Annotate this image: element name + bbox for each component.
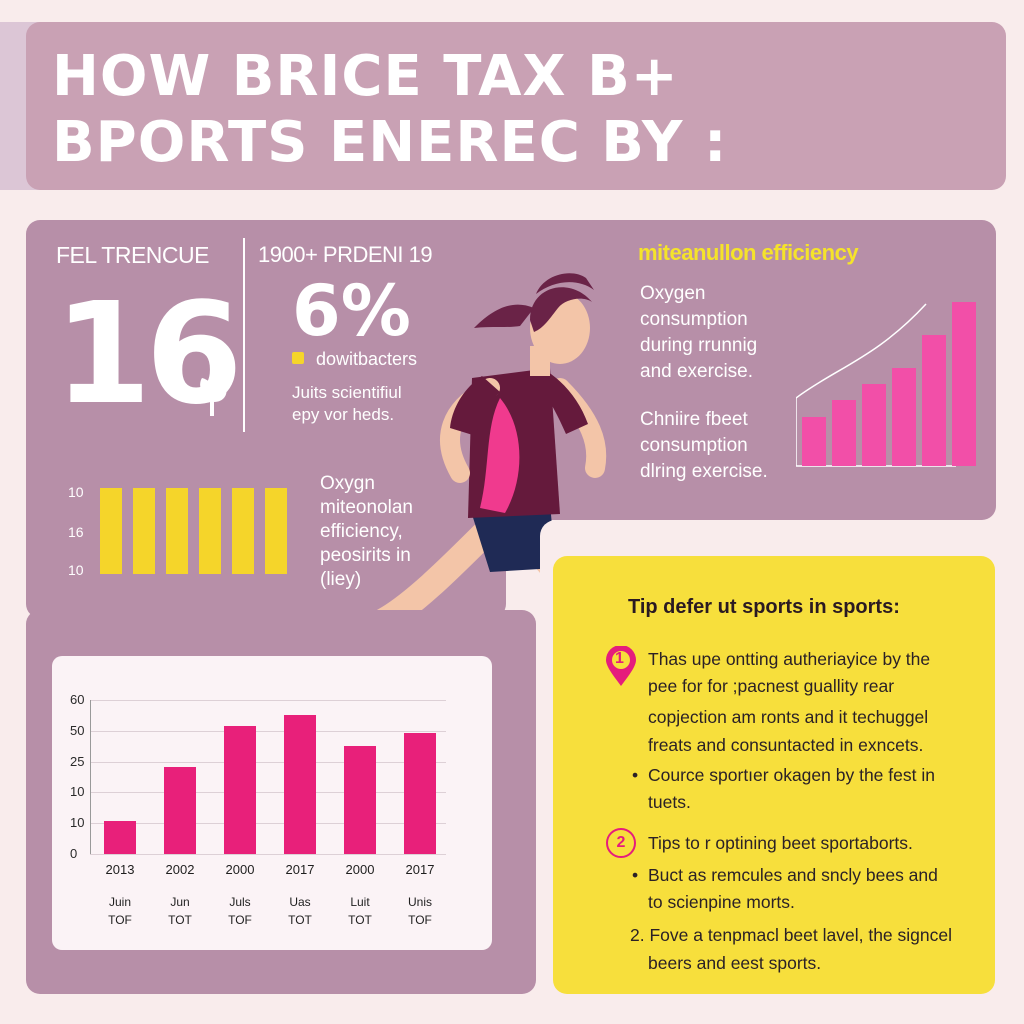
tip-bullet2-line1: Buct as remcules and sncly bees and bbox=[648, 865, 938, 885]
tip-item1-line2: pee for for ;pacnest guallity rear bbox=[648, 676, 895, 696]
tip-item1-line3: copjection am ronts and it techuggel bbox=[648, 707, 929, 727]
title-banner bbox=[26, 22, 1006, 190]
eff-text-7: dlring exercise. bbox=[640, 461, 768, 482]
tip-bullet2-dot: • bbox=[632, 865, 639, 885]
x-sublabel: Juls bbox=[229, 895, 251, 909]
tip-item1-line1: Thas upe ontting autheriayice by the bbox=[648, 649, 931, 669]
stat-note-1: Juits scientifiul bbox=[292, 383, 402, 402]
eff-text-2: consumption bbox=[640, 309, 748, 330]
badge-2: 2 bbox=[606, 828, 636, 858]
x-tick-label: 2002 bbox=[165, 862, 195, 877]
yellow-bar bbox=[232, 488, 254, 574]
efficiency-bar bbox=[832, 400, 856, 466]
eff-text-6: consumption bbox=[640, 435, 748, 456]
title-line-2: BPORTS ENEREC BY : bbox=[52, 110, 728, 175]
stat-divider bbox=[243, 238, 245, 432]
efficiency-bar bbox=[922, 334, 946, 466]
x-tick-label: 2013 bbox=[105, 862, 135, 877]
yellow-bar bbox=[199, 488, 221, 574]
gridline bbox=[90, 700, 446, 701]
tip-item2: Tips to r optining beet sportaborts. bbox=[648, 833, 913, 853]
eff-text-3: during rrunnig bbox=[640, 335, 758, 356]
eff-text-1: Oxygen bbox=[640, 283, 706, 304]
eff-text-5: Chniire fbeet bbox=[640, 409, 748, 430]
yellow-note-5: (liey) bbox=[320, 569, 362, 590]
tips-heading: Tip defer ut sports in sports: bbox=[628, 596, 900, 618]
yellow-bar bbox=[166, 488, 188, 574]
x-tick-label: 2000 bbox=[345, 862, 375, 877]
efficiency-bar bbox=[892, 367, 916, 466]
gridline bbox=[90, 823, 446, 825]
gridline bbox=[90, 792, 446, 794]
x-sublabel: TOF bbox=[408, 913, 432, 927]
gridline bbox=[90, 761, 446, 763]
tip-item3-line1: 2. Fove a tenpmacl beet lavel, the signc… bbox=[630, 925, 952, 945]
tips-panel bbox=[553, 556, 995, 994]
bar bbox=[224, 725, 256, 854]
yellow-bar bbox=[265, 488, 287, 574]
x-sublabel: TOF bbox=[228, 913, 252, 927]
x-sublabel: TOT bbox=[168, 913, 192, 927]
tip-bullet1-line2: tuets. bbox=[648, 792, 691, 812]
leaf-icon bbox=[200, 378, 227, 416]
eff-text-4: and exercise. bbox=[640, 361, 754, 382]
yellow-note-3: efficiency, bbox=[320, 521, 403, 542]
yellow-note-2: miteonolan bbox=[320, 497, 413, 518]
yellow-tick-3: 10 bbox=[68, 562, 84, 578]
x-tick-label: 2017 bbox=[285, 862, 315, 877]
efficiency-bar bbox=[802, 416, 826, 466]
yellow-bar bbox=[100, 488, 122, 574]
yellow-tick-1: 10 bbox=[68, 484, 84, 500]
badge-1-text: 1 bbox=[615, 650, 624, 667]
y-tick-label: 10 bbox=[70, 815, 85, 831]
title-line-1: HOW BRICE TAX B+ bbox=[52, 44, 679, 109]
x-sublabel: TOT bbox=[288, 913, 312, 927]
tip-bullet1-dot: • bbox=[632, 765, 639, 785]
y-tick-label: 60 bbox=[70, 692, 85, 707]
bar bbox=[404, 733, 436, 854]
bar bbox=[164, 766, 196, 854]
efficiency-heading: miteanullon efficiency bbox=[638, 240, 859, 265]
x-sublabel: Jun bbox=[170, 895, 190, 909]
efficiency-curve bbox=[796, 303, 956, 467]
y-tick-label: 0 bbox=[70, 846, 78, 861]
x-sublabel: Luit bbox=[350, 895, 370, 909]
x-sublabel: Unis bbox=[407, 895, 432, 909]
x-sublabel: Uas bbox=[289, 895, 311, 909]
tip-bullet1-line1: Cource sportıer okagen by the fest in bbox=[648, 765, 935, 785]
bar bbox=[344, 746, 376, 854]
x-tick-label: 2017 bbox=[405, 862, 435, 877]
efficiency-bar bbox=[862, 384, 886, 466]
yellow-note-4: peosirits in bbox=[320, 545, 411, 566]
percent-label: 1900+ PRDENI 19 bbox=[258, 242, 433, 267]
legend-swatch bbox=[292, 352, 304, 364]
bar bbox=[284, 715, 316, 854]
efficiency-bar bbox=[952, 302, 976, 466]
y-tick-label: 10 bbox=[70, 784, 85, 800]
y-tick-label: 25 bbox=[70, 753, 85, 769]
gridline bbox=[90, 730, 446, 732]
y-tick-label: 50 bbox=[70, 722, 85, 738]
percent-value: 6% bbox=[292, 270, 411, 352]
tip-item1-line4: freats and consuntacted in exncets. bbox=[648, 735, 924, 755]
yellow-bar bbox=[133, 488, 155, 574]
map-pin-icon bbox=[606, 646, 636, 686]
yellow-tick-2: 16 bbox=[68, 524, 84, 540]
x-tick-label: 2000 bbox=[225, 862, 255, 877]
bar bbox=[104, 820, 136, 854]
y-axis bbox=[90, 700, 91, 854]
x-sublabel: TOF bbox=[108, 913, 132, 927]
stat-note-2: epy vor heds. bbox=[292, 405, 395, 424]
yellow-note-1: Oxygn bbox=[320, 473, 375, 494]
gridline bbox=[90, 854, 446, 855]
x-sublabel: TOT bbox=[348, 913, 372, 927]
tip-item3-line2: beers and eest sports. bbox=[648, 953, 822, 973]
x-sublabel: Juin bbox=[108, 895, 131, 909]
legend-label: dowitbacters bbox=[316, 349, 418, 369]
tip-bullet2-line2: to scienpine morts. bbox=[648, 892, 795, 912]
stat-label: FEL TRENCUE bbox=[56, 242, 209, 268]
